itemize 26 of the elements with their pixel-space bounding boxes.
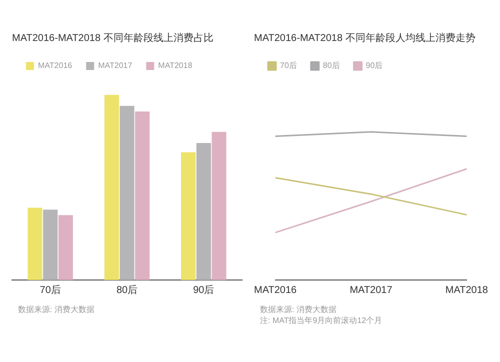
bar <box>104 94 119 280</box>
legend-label: MAT2017 <box>98 61 133 70</box>
chart-title: MAT2016-MAT2018 不同年龄段人均线上消费走势 <box>254 32 476 44</box>
legend-label: 90后 <box>366 61 383 70</box>
bar <box>181 152 196 280</box>
bar <box>58 215 73 280</box>
legend-label: 70后 <box>280 61 297 70</box>
x-tick-label: MAT2016 <box>254 284 298 296</box>
x-tick-label: MAT2017 <box>350 284 393 296</box>
bar <box>28 208 42 280</box>
bar <box>43 210 58 280</box>
text: 注: MAT指当年9月向前滚动12个月 <box>260 315 384 326</box>
x-tick-label: 70后 <box>40 284 61 296</box>
x-tick-label: MAT2018 <box>445 284 488 296</box>
x-tick-label: 80后 <box>116 284 138 296</box>
bar <box>196 142 211 280</box>
bar <box>120 106 134 280</box>
legend-label: MAT2018 <box>158 61 193 70</box>
bar <box>212 132 226 280</box>
bar <box>135 111 150 280</box>
legend-label: 80后 <box>322 61 340 70</box>
x-tick-label: 90后 <box>193 284 214 296</box>
chart-title: MAT2016-MAT2018 不同年龄段线上消费占比 <box>12 32 214 44</box>
legend-label: MAT2016 <box>38 61 73 70</box>
source-note: 数据来源: 消费大数据 <box>18 304 96 315</box>
source-note: 数据来源: 消费大数据 <box>260 304 338 315</box>
